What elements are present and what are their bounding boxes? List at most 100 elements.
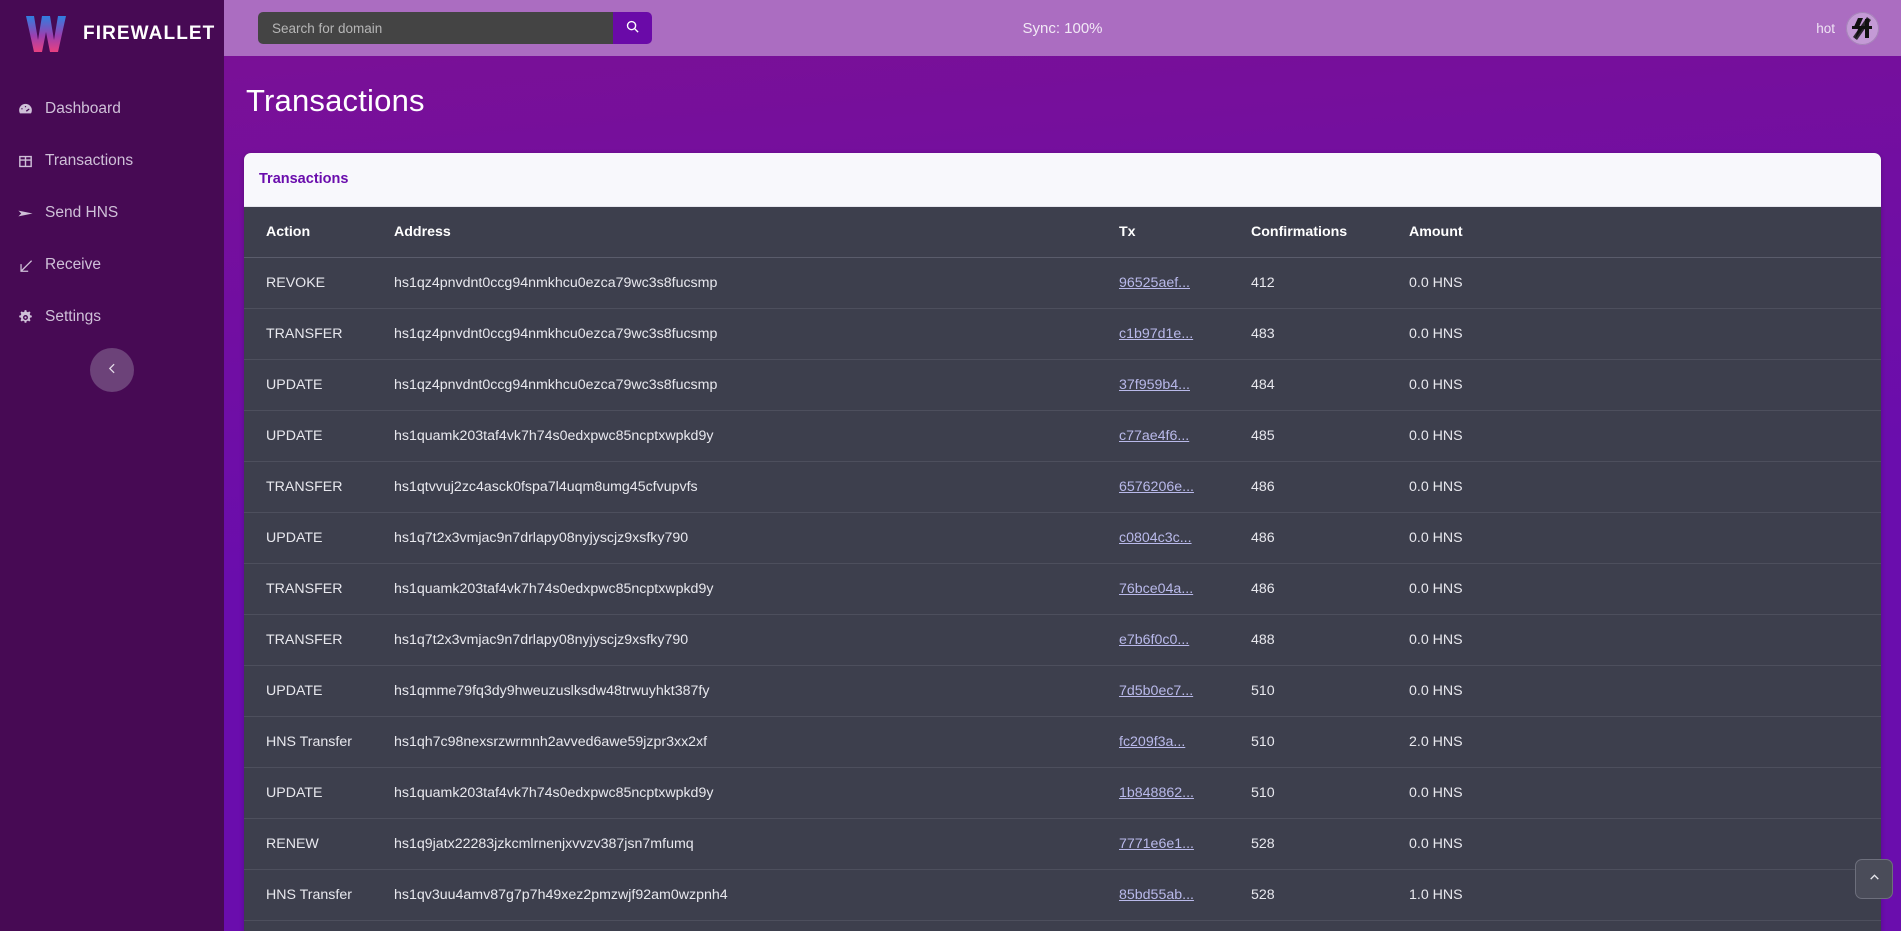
cell-action: TRANSFER <box>244 461 394 513</box>
column-header-tx[interactable]: Tx <box>1119 207 1251 258</box>
sidebar-item-dashboard[interactable]: Dashboard <box>0 83 224 135</box>
tx-hash-link[interactable]: 96525aef... <box>1119 275 1190 291</box>
chevron-left-icon <box>106 362 119 378</box>
table-row: HNS Transferhs1qv3uu4amv87g7p7h49xez2pmz… <box>244 920 1881 931</box>
tx-hash-link[interactable]: e7b6f0c0... <box>1119 632 1190 648</box>
topbar: Sync: 100% hot <box>224 0 1901 56</box>
cell-address: hs1qv3uu4amv87g7p7h49xez2pmzwjf92am0wzpn… <box>394 869 1119 921</box>
cell-amount: 0.0 HNS <box>1409 614 1881 666</box>
table-head: Action Address Tx Confirmations Amount <box>244 207 1881 258</box>
cell-tx: e7b6f0c0... <box>1119 614 1251 666</box>
tx-hash-link[interactable]: c1b97d1e... <box>1119 326 1194 342</box>
cell-confirmations: 488 <box>1251 614 1409 666</box>
search-bar <box>258 12 652 44</box>
sidebar-item-receive[interactable]: Receive <box>0 239 224 291</box>
wallet-label: hot <box>1816 20 1835 36</box>
cell-confirmations: 510 <box>1251 665 1409 717</box>
tx-hash-link[interactable]: 7771e6e1... <box>1119 836 1194 852</box>
cell-action: UPDATE <box>244 410 394 462</box>
cell-confirmations: 528 <box>1251 818 1409 870</box>
tx-hash-link[interactable]: 76bce04a... <box>1119 581 1194 597</box>
wallet-identicon-avatar-icon[interactable] <box>1846 11 1879 45</box>
tx-hash-link[interactable]: fc209f3a... <box>1119 734 1186 750</box>
cell-tx: 76bce04a... <box>1119 563 1251 615</box>
scroll-to-top-button[interactable] <box>1855 859 1893 899</box>
cell-tx: 7771e6e1... <box>1119 818 1251 870</box>
table-body: REVOKE hs1qz4pnvdnt0ccg94nmkhcu0ezca79wc3… <box>244 257 1881 931</box>
cell-action: UPDATE <box>244 767 394 819</box>
search-button[interactable] <box>613 12 652 44</box>
cell-confirmations: 486 <box>1251 563 1409 615</box>
column-header-action[interactable]: Action <box>244 207 394 258</box>
table-row: UPDATE hs1qmme79fq3dy9hweuzuslksdw48trwuy… <box>244 665 1881 717</box>
cell-amount: 1.0 HNS <box>1409 920 1881 931</box>
speedometer-icon <box>17 101 34 118</box>
cell-amount: 0.0 HNS <box>1409 257 1881 309</box>
column-header-confirmations[interactable]: Confirmations <box>1251 207 1409 258</box>
cell-action: UPDATE <box>244 512 394 564</box>
sidebar-item-label: Dashboard <box>45 100 121 117</box>
sidebar-item-transactions[interactable]: Transactions <box>0 135 224 187</box>
cell-tx: c0804c3c... <box>1119 512 1251 564</box>
gear-icon <box>17 309 34 326</box>
cell-action: HNS Transfer <box>244 869 394 921</box>
cell-tx: c1b97d1e... <box>1119 308 1251 360</box>
table-grid-icon <box>17 153 34 170</box>
tx-hash-link[interactable]: 85bd55ab... <box>1119 887 1194 903</box>
transactions-card: Transactions Action Address Tx Confirmat… <box>244 153 1881 931</box>
cell-action: TRANSFER <box>244 308 394 360</box>
cell-address: hs1qh7c98nexsrzwrmnh2avved6awe59jzpr3xx2… <box>394 716 1119 768</box>
column-header-amount[interactable]: Amount <box>1409 207 1881 258</box>
cell-amount: 0.0 HNS <box>1409 359 1881 411</box>
cell-amount: 1.0 HNS <box>1409 869 1881 921</box>
cell-amount: 0.0 HNS <box>1409 512 1881 564</box>
paper-plane-icon <box>17 205 34 222</box>
tx-hash-link[interactable]: 7d5b0ec7... <box>1119 683 1194 699</box>
table-row: UPDATE hs1quamk203taf4vk7h74s0edxpwc85ncp… <box>244 767 1881 819</box>
cell-confirmations: 412 <box>1251 257 1409 309</box>
cell-address: hs1qmme79fq3dy9hweuzuslksdw48trwuyhkt387… <box>394 665 1119 717</box>
page-title: Transactions <box>246 83 425 118</box>
tx-hash-link[interactable]: 6576206e... <box>1119 479 1194 495</box>
chevron-up-icon <box>1868 871 1881 887</box>
table-row: UPDATE hs1quamk203taf4vk7h74s0edxpwc85ncp… <box>244 410 1881 462</box>
brand[interactable]: FIREWALLET <box>0 0 224 68</box>
cell-tx: fc209f3a... <box>1119 716 1251 768</box>
tx-hash-link[interactable]: c77ae4f6... <box>1119 428 1190 444</box>
sidebar-collapse-button[interactable] <box>90 348 134 392</box>
cell-amount: 0.0 HNS <box>1409 665 1881 717</box>
cell-address: hs1quamk203taf4vk7h74s0edxpwc85ncptxwpkd… <box>394 410 1119 462</box>
tx-hash-link[interactable]: 1b848862... <box>1119 785 1194 801</box>
sidebar-item-settings[interactable]: Settings <box>0 291 224 343</box>
cell-action: TRANSFER <box>244 614 394 666</box>
sidebar-item-label: Settings <box>45 308 102 325</box>
cell-address: hs1quamk203taf4vk7h74s0edxpwc85ncptxwpkd… <box>394 767 1119 819</box>
cell-amount: 0.0 HNS <box>1409 461 1881 513</box>
cell-address: hs1quamk203taf4vk7h74s0edxpwc85ncptxwpkd… <box>394 563 1119 615</box>
cell-tx: 85bd55ab... <box>1119 869 1251 921</box>
cell-action: RENEW <box>244 818 394 870</box>
cell-address: hs1q7t2x3vmjac9n7drlapy08nyjyscjz9xsfky7… <box>394 512 1119 564</box>
search-icon <box>625 19 640 37</box>
cell-address: hs1qtvvuj2zc4asck0fspa7l4uqm8umg45cfvupv… <box>394 461 1119 513</box>
table-row: TRANSFER hs1quamk203taf4vk7h74s0edxpwc85n… <box>244 563 1881 615</box>
cell-tx: c77ae4f6... <box>1119 410 1251 462</box>
arrow-down-left-icon <box>17 257 34 274</box>
column-header-address[interactable]: Address <box>394 207 1119 258</box>
cell-confirmations: 485 <box>1251 410 1409 462</box>
cell-address: hs1qv3uu4amv87g7p7h49xez2pmzwjf92am0wzpn… <box>394 920 1119 931</box>
tx-hash-link[interactable]: c0804c3c... <box>1119 530 1192 546</box>
tx-hash-link[interactable]: 37f959b4... <box>1119 377 1190 393</box>
cell-address: hs1qz4pnvdnt0ccg94nmkhcu0ezca79wc3s8fucs… <box>394 308 1119 360</box>
user-area[interactable]: hot <box>1816 11 1879 45</box>
sidebar-item-send-hns[interactable]: Send HNS <box>0 187 224 239</box>
search-input[interactable] <box>258 12 613 44</box>
brand-name: FIREWALLET <box>83 23 216 44</box>
sync-status: Sync: 100% <box>1022 19 1103 37</box>
cell-tx: 7d5b0ec7... <box>1119 665 1251 717</box>
cell-amount: 0.0 HNS <box>1409 308 1881 360</box>
cell-confirmations: 510 <box>1251 716 1409 768</box>
cell-confirmations: 531 <box>1251 920 1409 931</box>
